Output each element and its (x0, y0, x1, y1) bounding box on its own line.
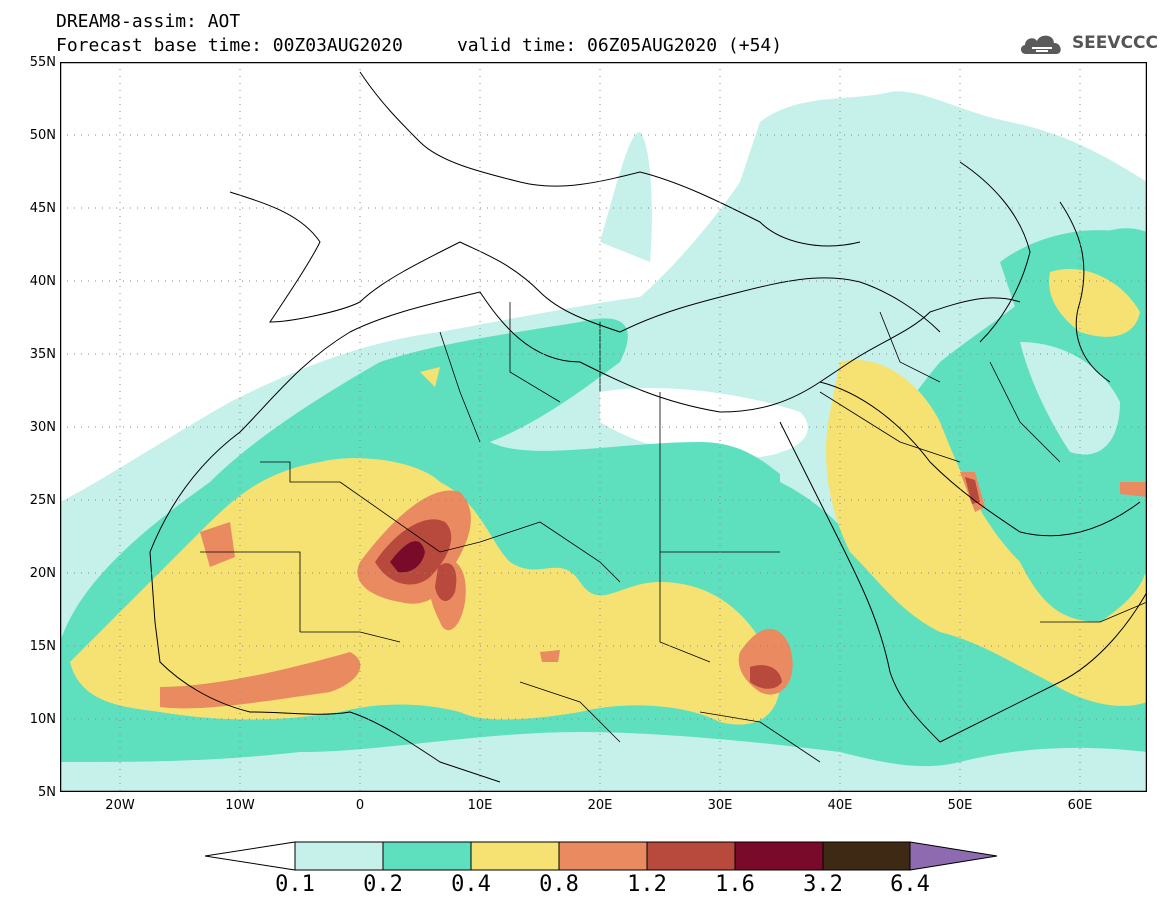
lat-label: 5N (38, 785, 56, 800)
forecast-time-label: Forecast base time: 00Z03AUG2020 valid t… (56, 35, 783, 56)
aot-map (60, 62, 1147, 792)
lat-label: 40N (29, 274, 56, 289)
colorbar-high-arrow (909, 841, 998, 871)
lon-label: 20E (587, 798, 613, 813)
colorbar-label: 0.2 (363, 872, 403, 897)
lat-label: 20N (29, 566, 56, 581)
lat-label: 35N (29, 347, 56, 362)
lon-label: 50E (947, 798, 973, 813)
lat-label: 45N (29, 201, 56, 216)
lat-label: 15N (29, 639, 56, 654)
lon-label: 60E (1067, 798, 1093, 813)
colorbar-bin (646, 841, 736, 871)
colorbar-bin (822, 841, 911, 871)
lat-label: 50N (29, 128, 56, 143)
lon-label: 0 (355, 798, 365, 813)
colorbar-bin (558, 841, 648, 871)
chart-title: DREAM8-assim: AOT (56, 11, 241, 32)
clear-area (600, 388, 808, 458)
graticule (60, 62, 1147, 792)
cloud-icon (1020, 35, 1061, 54)
colorbar-label: 3.2 (803, 872, 843, 897)
map-border (60, 62, 1147, 792)
lon-label: 10W (225, 798, 255, 813)
colorbar-label: 1.2 (627, 872, 667, 897)
seevccc-logo: SEEVCCC (1018, 26, 1158, 60)
aot-contour-1.6 (390, 541, 425, 573)
colorbar-label: 6.4 (890, 872, 930, 897)
lon-label: 20W (105, 798, 135, 813)
coastlines (149, 71, 1147, 783)
lat-label: 25N (29, 493, 56, 508)
colorbar-label: 0.1 (275, 872, 315, 897)
colorbar (205, 841, 998, 871)
lat-label: 10N (29, 712, 56, 727)
logo-text: SEEVCCC (1071, 33, 1158, 53)
colorbar-label: 0.8 (539, 872, 579, 897)
colorbar-bin (382, 841, 472, 871)
colorbar-label: 1.6 (715, 872, 755, 897)
lon-label: 10E (467, 798, 493, 813)
lat-label: 30N (29, 420, 56, 435)
lat-label: 55N (29, 55, 56, 70)
colorbar-label: 0.4 (451, 872, 491, 897)
colorbar-bin (734, 841, 824, 871)
lon-label: 30E (707, 798, 733, 813)
lon-label: 40E (827, 798, 853, 813)
colorbar-bin (294, 841, 384, 871)
borders (200, 302, 1147, 763)
colorbar-bin (470, 841, 560, 871)
colorbar-low-arrow (205, 841, 296, 871)
